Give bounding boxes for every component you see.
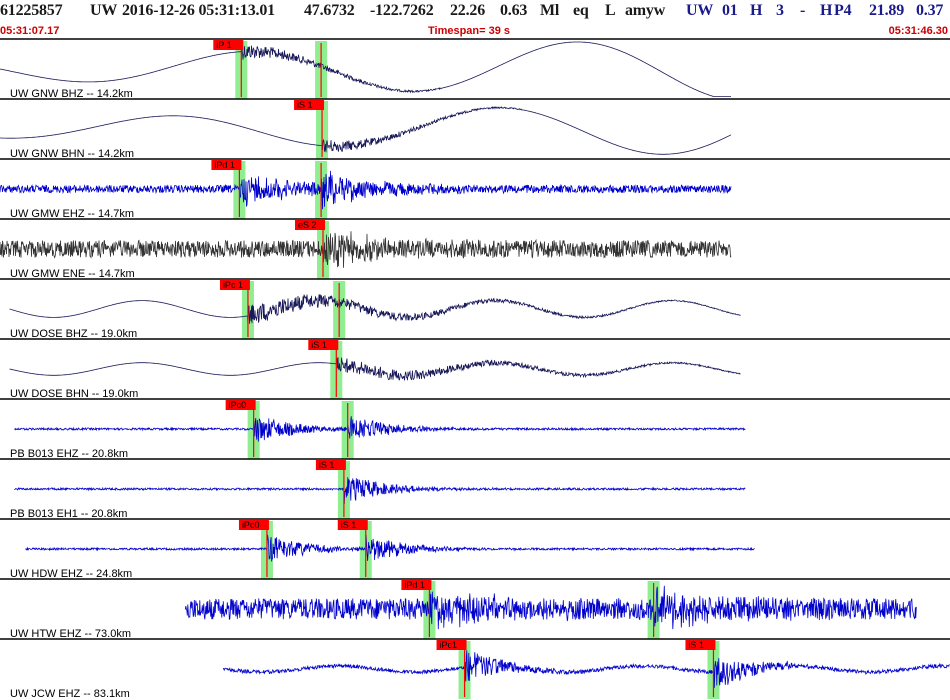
pick-label: iS 1 [319, 460, 335, 470]
trace-row[interactable]: iP 1 UW GNW BHZ -- 14.2km [0, 38, 950, 100]
window-end-time: 05:31:46.30 [888, 25, 948, 37]
trace-row[interactable]: iS 1 PB B013 EH1 -- 20.8km [0, 458, 950, 520]
trace-row[interactable]: iS 1 UW GNW BHN -- 14.2km [0, 98, 950, 160]
solution-quality-secondary: H [820, 2, 833, 19]
event-id: 61225857 [0, 2, 63, 19]
trace-row[interactable]: iPc0 PB B013 EHZ -- 20.8km [0, 398, 950, 460]
solution-count: 3 [776, 2, 784, 19]
pick-label: iS 1 [341, 520, 357, 530]
window-start-time: 05:31:07.17 [0, 25, 60, 37]
channel-label: UW GNW BHN -- 14.2km [10, 148, 134, 160]
waveform-trace [0, 41, 731, 97]
solution-dash: - [800, 2, 806, 19]
trace-row[interactable]: iPc0 iS 1 UW HDW EHZ -- 24.8km [0, 518, 950, 580]
pick-flag[interactable] [238, 520, 269, 530]
pick-flag[interactable] [213, 40, 244, 50]
channel-label: PB B013 EHZ -- 20.8km [10, 448, 128, 460]
trace-row[interactable]: iPc 1 UW DOSE BHZ -- 19.0km [0, 278, 950, 340]
window-timespan: Timespan= 39 s [428, 25, 511, 37]
pick-flag[interactable] [225, 400, 256, 410]
pick-flag[interactable] [685, 640, 716, 650]
pick-label: iPc 1 [223, 280, 243, 290]
pick-label: iPd 1 [214, 160, 235, 170]
pick-flag[interactable] [308, 340, 339, 350]
event-longitude: -122.7262 [370, 2, 434, 19]
pick-flag[interactable] [401, 580, 432, 590]
waveform-trace [0, 106, 732, 155]
event-latitude: 47.6732 [304, 2, 355, 19]
phase-count: P4 [834, 2, 852, 19]
magnitude-type: Ml [540, 2, 560, 19]
pick-label: eS 2 [298, 220, 317, 230]
trace-row[interactable]: eS 2 UW GMW ENE -- 14.7km [0, 218, 950, 280]
waveform-trace [14, 477, 746, 505]
waveform-trace [9, 357, 741, 381]
solution-value-2: 0.37 [916, 2, 944, 19]
event-magnitude: 0.63 [500, 2, 528, 19]
channel-label: UW GMW EHZ -- 14.7km [10, 208, 134, 220]
channel-label: UW JCW EHZ -- 83.1km [10, 688, 130, 700]
pick-label: iPc0 [229, 400, 247, 410]
pick-label: iPc1 [440, 640, 458, 650]
pick-flag[interactable] [436, 640, 467, 650]
solution-quality: H [750, 2, 763, 19]
pick-label: iPc0 [242, 520, 260, 530]
pick-label: iPd 1 [404, 580, 425, 590]
waveform-trace [222, 650, 950, 688]
channel-label: UW DOSE BHN -- 19.0km [10, 388, 138, 400]
pick-flag[interactable] [315, 460, 346, 470]
event-type: eq [573, 2, 589, 19]
trace-row[interactable]: iPd 1 UW GMW EHZ -- 14.7km [0, 158, 950, 220]
pick-label: iS 1 [688, 640, 704, 650]
time-axis-header: 05:31:07.17 Timespan= 39 s 05:31:46.30 [0, 24, 950, 40]
waveform-trace [14, 416, 746, 442]
pick-flag[interactable] [294, 100, 325, 110]
pick-label: iS 1 [297, 100, 313, 110]
solution-source: UW [686, 2, 714, 19]
pick-flag[interactable] [295, 220, 325, 230]
waveform-trace [0, 231, 732, 268]
origin-time: 2016-12-26 05:31:13.01 [122, 2, 275, 19]
channel-label: UW HDW EHZ -- 24.8km [10, 568, 132, 580]
event-network: UW [90, 2, 118, 19]
trace-row[interactable]: iS 1 UW DOSE BHN -- 19.0km [0, 338, 950, 400]
event-summary-header: 61225857 UW 2016-12-26 05:31:13.01 47.67… [0, 0, 950, 24]
waveform-trace [0, 170, 732, 210]
solution-value-1: 21.89 [869, 2, 905, 19]
pick-label: iP 1 [216, 40, 231, 50]
pick-flag[interactable] [211, 160, 242, 170]
solution-version: 01 [722, 2, 738, 19]
channel-label: PB B013 EH1 -- 20.8km [10, 508, 127, 520]
channel-label: UW GNW BHZ -- 14.2km [10, 88, 133, 100]
channel-label: UW DOSE BHZ -- 19.0km [10, 328, 137, 340]
analyst-name: amyw [625, 2, 666, 19]
pick-flag[interactable] [219, 280, 250, 290]
trace-row[interactable]: iPd 1 UW HTW EHZ -- 73.0km [0, 578, 950, 640]
waveform-trace [9, 294, 741, 325]
channel-label: UW HTW EHZ -- 73.0km [10, 628, 131, 640]
pick-flag[interactable] [337, 520, 368, 530]
review-flag: L [605, 2, 616, 19]
pick-label: iS 1 [311, 340, 327, 350]
event-depth: 22.26 [450, 2, 486, 19]
trace-row[interactable]: iPc1 iS 1 UW JCW EHZ -- 83.1km [0, 638, 950, 700]
waveform-trace [184, 585, 917, 630]
channel-label: UW GMW ENE -- 14.7km [10, 268, 135, 280]
waveform-trace [25, 534, 755, 562]
